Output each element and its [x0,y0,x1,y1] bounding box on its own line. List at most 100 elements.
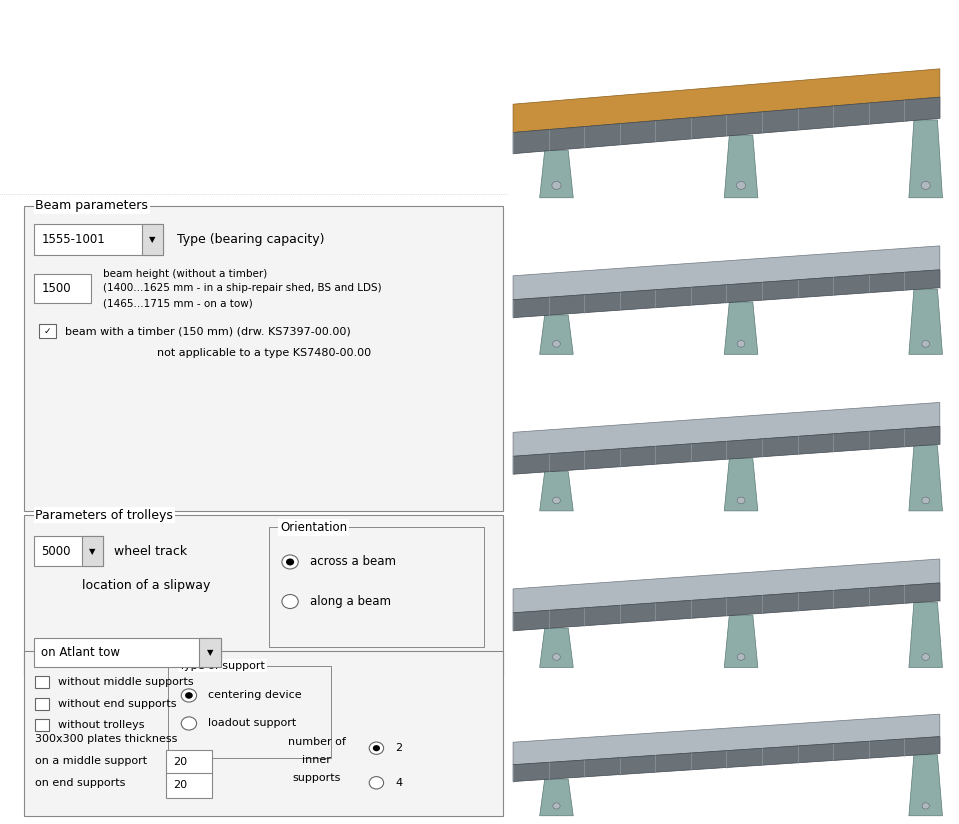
Bar [166,773,212,798]
Circle shape [546,335,568,353]
Bar [168,666,331,758]
Text: location of a slipway: location of a slipway [82,578,210,592]
Bar [199,638,221,667]
Text: without end supports: without end supports [58,699,177,709]
Bar [35,676,49,689]
Text: (1400...1625 mm - in a ship-repair shed, BS and LDS): (1400...1625 mm - in a ship-repair shed,… [103,283,382,293]
Circle shape [551,181,561,190]
Polygon shape [909,289,943,354]
Polygon shape [513,714,940,765]
Polygon shape [724,302,758,354]
Circle shape [369,742,384,755]
Bar [269,527,484,647]
Polygon shape [513,559,940,613]
Circle shape [286,559,294,565]
Text: centering device: centering device [208,691,302,700]
Bar [34,224,163,255]
Text: across a beam: across a beam [310,555,396,569]
Polygon shape [909,120,943,198]
Text: 1555-1001: 1555-1001 [41,233,105,246]
Text: 5000: 5000 [41,545,71,558]
Polygon shape [513,583,940,631]
Text: 20: 20 [174,780,188,790]
Text: Equipment set: Equipment set [35,644,127,658]
Polygon shape [909,602,943,667]
Text: Type (bearing capacity): Type (bearing capacity) [177,233,325,246]
Text: 1500: 1500 [41,282,71,295]
Circle shape [181,689,197,702]
Circle shape [737,181,746,190]
Circle shape [922,497,929,503]
Text: along a beam: along a beam [310,595,390,608]
Circle shape [181,717,197,730]
Polygon shape [540,151,573,198]
Polygon shape [513,426,940,475]
Circle shape [369,776,384,789]
Circle shape [552,340,560,347]
Bar [34,274,91,303]
Bar [82,536,103,566]
Bar [24,515,503,676]
Circle shape [282,595,298,608]
Circle shape [737,340,745,347]
Text: loadout support: loadout support [208,719,296,728]
Text: ✓: ✓ [44,327,51,335]
Circle shape [546,491,568,510]
Text: Parameters of trolleys: Parameters of trolleys [35,508,174,522]
Bar [24,651,503,816]
Text: Orientation: Orientation [280,521,347,534]
Text: ▼: ▼ [150,236,155,244]
Circle shape [913,174,939,197]
Polygon shape [909,446,943,511]
Text: beam with a timber (150 mm) (drw. KS7397-00.00): beam with a timber (150 mm) (drw. KS7397… [65,326,351,336]
Text: on end supports: on end supports [35,778,125,788]
Text: on Atlant tow: on Atlant tow [41,646,120,659]
Text: Type of support: Type of support [179,661,266,671]
Text: 300x300 plates thickness: 300x300 plates thickness [35,734,176,744]
Bar [35,719,49,732]
Bar [34,638,221,667]
Text: 2: 2 [395,743,402,753]
Text: supports: supports [292,773,340,783]
Bar [39,324,56,338]
Text: beam height (without a timber): beam height (without a timber) [103,269,267,279]
Text: (1465...1715 mm - on a tow): (1465...1715 mm - on a tow) [103,298,252,308]
Circle shape [552,803,560,809]
Circle shape [915,648,937,667]
Bar [34,536,103,566]
Polygon shape [540,628,573,667]
Text: 4: 4 [395,778,402,788]
Text: on a middle support: on a middle support [35,756,147,765]
Text: without trolleys: without trolleys [58,720,145,730]
Text: not applicable to a type KS7480-00.00: not applicable to a type KS7480-00.00 [156,348,371,358]
Text: without middle supports: without middle supports [58,677,194,687]
Bar [166,750,212,775]
Bar [35,697,49,709]
Circle shape [915,335,937,353]
Polygon shape [540,315,573,354]
Text: wheel track: wheel track [114,545,187,558]
Polygon shape [540,779,573,816]
Polygon shape [513,97,940,154]
Polygon shape [540,471,573,511]
Polygon shape [513,737,940,781]
Text: number of: number of [288,737,345,747]
Circle shape [552,497,560,503]
Text: inner: inner [302,755,331,765]
Polygon shape [724,459,758,511]
Circle shape [728,174,754,197]
Text: Beam parameters: Beam parameters [35,199,149,213]
Text: 20: 20 [174,757,188,767]
Circle shape [915,797,936,815]
Text: ▼: ▼ [89,547,95,555]
Circle shape [282,555,298,569]
Polygon shape [513,246,940,300]
Circle shape [546,797,567,815]
Circle shape [922,653,929,660]
Circle shape [915,491,937,510]
Text: ▼: ▼ [207,648,213,657]
Bar [142,224,163,255]
Circle shape [737,653,745,660]
Circle shape [737,497,745,503]
Circle shape [544,174,570,197]
